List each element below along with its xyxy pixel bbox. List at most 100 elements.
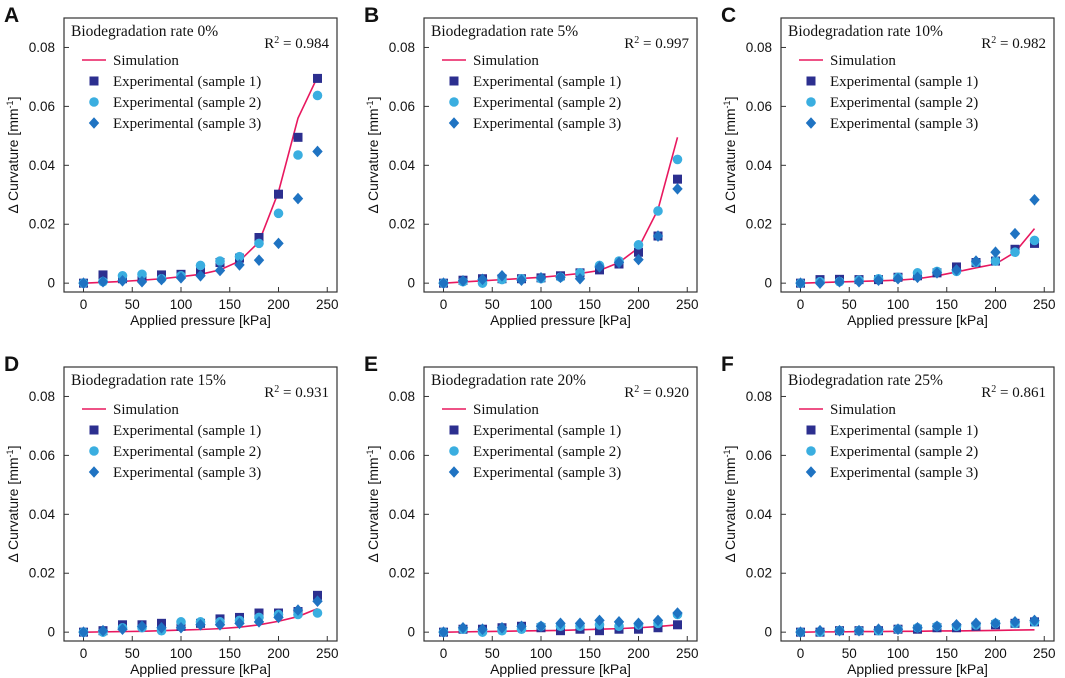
data-point-sample-3 xyxy=(195,269,206,282)
data-point-sample-3 xyxy=(672,183,683,195)
data-point-sample-3 xyxy=(175,272,187,284)
data-point-sample-3 xyxy=(273,237,284,250)
data-point-sample-3 xyxy=(795,626,806,638)
data-point-sample-2 xyxy=(234,251,245,262)
y-axis-label: Δ Curvature [mm-1] xyxy=(5,446,21,563)
legend-marker-sample-3 xyxy=(805,466,817,478)
panel-f: F 0 50 100 150 200 250 0 0.02 0.04 0.06 0.08 Applied… xyxy=(721,353,1056,677)
data-point-sample-3 xyxy=(574,272,586,285)
data-point-sample-1 xyxy=(595,626,604,636)
data-point-sample-3 xyxy=(312,595,323,608)
data-point-sample-2 xyxy=(215,256,225,266)
data-point-sample-3 xyxy=(892,272,904,285)
data-point-sample-3 xyxy=(1029,193,1040,206)
data-point-sample-3 xyxy=(136,620,148,633)
data-point-sample-3 xyxy=(292,192,304,205)
data-point-sample-3 xyxy=(214,264,226,277)
y-tick-label: 0.06 xyxy=(389,448,415,463)
legend-label: Experimental (sample 2) xyxy=(473,444,621,460)
x-tick-label: 0 xyxy=(440,646,448,661)
data-point-sample-2 xyxy=(195,260,206,271)
legend-label: Experimental (sample 1) xyxy=(473,423,621,439)
panel-title: Biodegradation rate 10% xyxy=(788,23,943,40)
y-tick-label: 0.08 xyxy=(29,389,55,404)
y-tick-label: 0.02 xyxy=(29,217,55,232)
data-point-sample-3 xyxy=(535,272,547,284)
data-point-sample-3 xyxy=(574,617,586,630)
data-point-sample-3 xyxy=(175,621,187,634)
data-point-sample-3 xyxy=(292,604,304,616)
data-point-sample-3 xyxy=(814,277,826,289)
data-point-sample-1 xyxy=(313,590,322,600)
data-point-sample-2 xyxy=(176,617,186,627)
data-point-sample-3 xyxy=(931,267,943,279)
legend-marker-sample-2 xyxy=(806,446,816,456)
legend-label: Experimental (sample 1) xyxy=(113,423,261,439)
data-point-sample-3 xyxy=(234,259,245,271)
legend-marker-sample-3 xyxy=(448,117,460,129)
y-tick-label: 0.02 xyxy=(29,566,55,581)
x-tick-label: 250 xyxy=(1033,297,1056,312)
panel-title: Biodegradation rate 25% xyxy=(788,372,943,389)
r-squared-label: R2 = 0.920 xyxy=(624,384,689,402)
panel-title: Biodegradation rate 15% xyxy=(71,372,226,389)
data-point-sample-3 xyxy=(873,274,884,287)
y-tick-label: 0.04 xyxy=(746,158,773,173)
panel-letter: C xyxy=(721,4,736,27)
r-squared-label: R2 = 0.982 xyxy=(981,35,1046,53)
data-point-sample-3 xyxy=(477,623,488,636)
data-point-sample-3 xyxy=(931,620,943,633)
data-point-sample-3 xyxy=(853,624,865,637)
panel-letter: F xyxy=(721,353,734,376)
data-point-sample-3 xyxy=(633,253,644,266)
x-tick-label: 150 xyxy=(218,646,241,661)
x-tick-label: 200 xyxy=(984,646,1007,661)
legend-label: Experimental (sample 3) xyxy=(113,465,261,481)
x-tick-label: 200 xyxy=(627,297,650,312)
data-point-sample-3 xyxy=(496,269,508,282)
data-point-sample-3 xyxy=(195,618,206,631)
y-tick-label: 0 xyxy=(47,625,55,640)
legend: Simulation Experimental (sample 1) Experim… xyxy=(799,402,978,481)
data-point-sample-3 xyxy=(814,624,826,637)
legend: Simulation Experimental (sample 1) Experim… xyxy=(442,402,621,481)
legend-marker-sample-1 xyxy=(449,425,459,435)
data-point-sample-3 xyxy=(795,277,806,289)
panel-letter: A xyxy=(4,4,19,27)
y-tick-label: 0.08 xyxy=(746,40,772,55)
y-tick-label: 0.06 xyxy=(746,448,772,463)
data-point-sample-2 xyxy=(990,256,1001,266)
legend-label: Simulation xyxy=(473,53,539,69)
data-point-sample-2 xyxy=(273,208,284,219)
legend-marker-sample-1 xyxy=(89,425,99,435)
data-point-sample-3 xyxy=(78,626,89,638)
panel-letter: B xyxy=(364,4,379,27)
y-tick-label: 0.08 xyxy=(389,389,415,404)
data-point-sample-1 xyxy=(254,232,264,242)
data-point-sample-3 xyxy=(652,230,664,242)
legend-marker-sample-3 xyxy=(88,466,100,478)
x-tick-label: 250 xyxy=(316,646,339,661)
x-tick-label: 0 xyxy=(440,297,448,312)
panel-d: D 0 50 100 150 200 250 0 0.02 0.04 0.06 0.08 Applied… xyxy=(4,353,339,677)
data-point-sample-3 xyxy=(97,275,109,288)
legend: Simulation Experimental (sample 1) Experim… xyxy=(799,53,978,132)
r-squared-label: R2 = 0.997 xyxy=(624,35,689,53)
data-point-sample-3 xyxy=(253,254,265,266)
plot-frame xyxy=(780,17,1055,293)
y-tick-label: 0.02 xyxy=(746,217,772,232)
data-point-sample-3 xyxy=(594,261,605,273)
data-point-sample-3 xyxy=(633,617,644,630)
x-tick-label: 0 xyxy=(80,646,88,661)
legend-label: Experimental (sample 3) xyxy=(473,465,621,481)
panel-title: Biodegradation rate 5% xyxy=(431,23,578,40)
y-axis-label: Δ Curvature [mm-1] xyxy=(722,97,738,214)
legend: Simulation Experimental (sample 1) Experim… xyxy=(82,53,261,132)
data-point-sample-3 xyxy=(516,620,527,633)
data-point-sample-2 xyxy=(653,206,663,216)
data-point-sample-3 xyxy=(555,617,566,630)
data-point-sample-2 xyxy=(633,240,644,250)
data-point-sample-3 xyxy=(613,256,625,269)
x-tick-label: 50 xyxy=(842,297,857,312)
